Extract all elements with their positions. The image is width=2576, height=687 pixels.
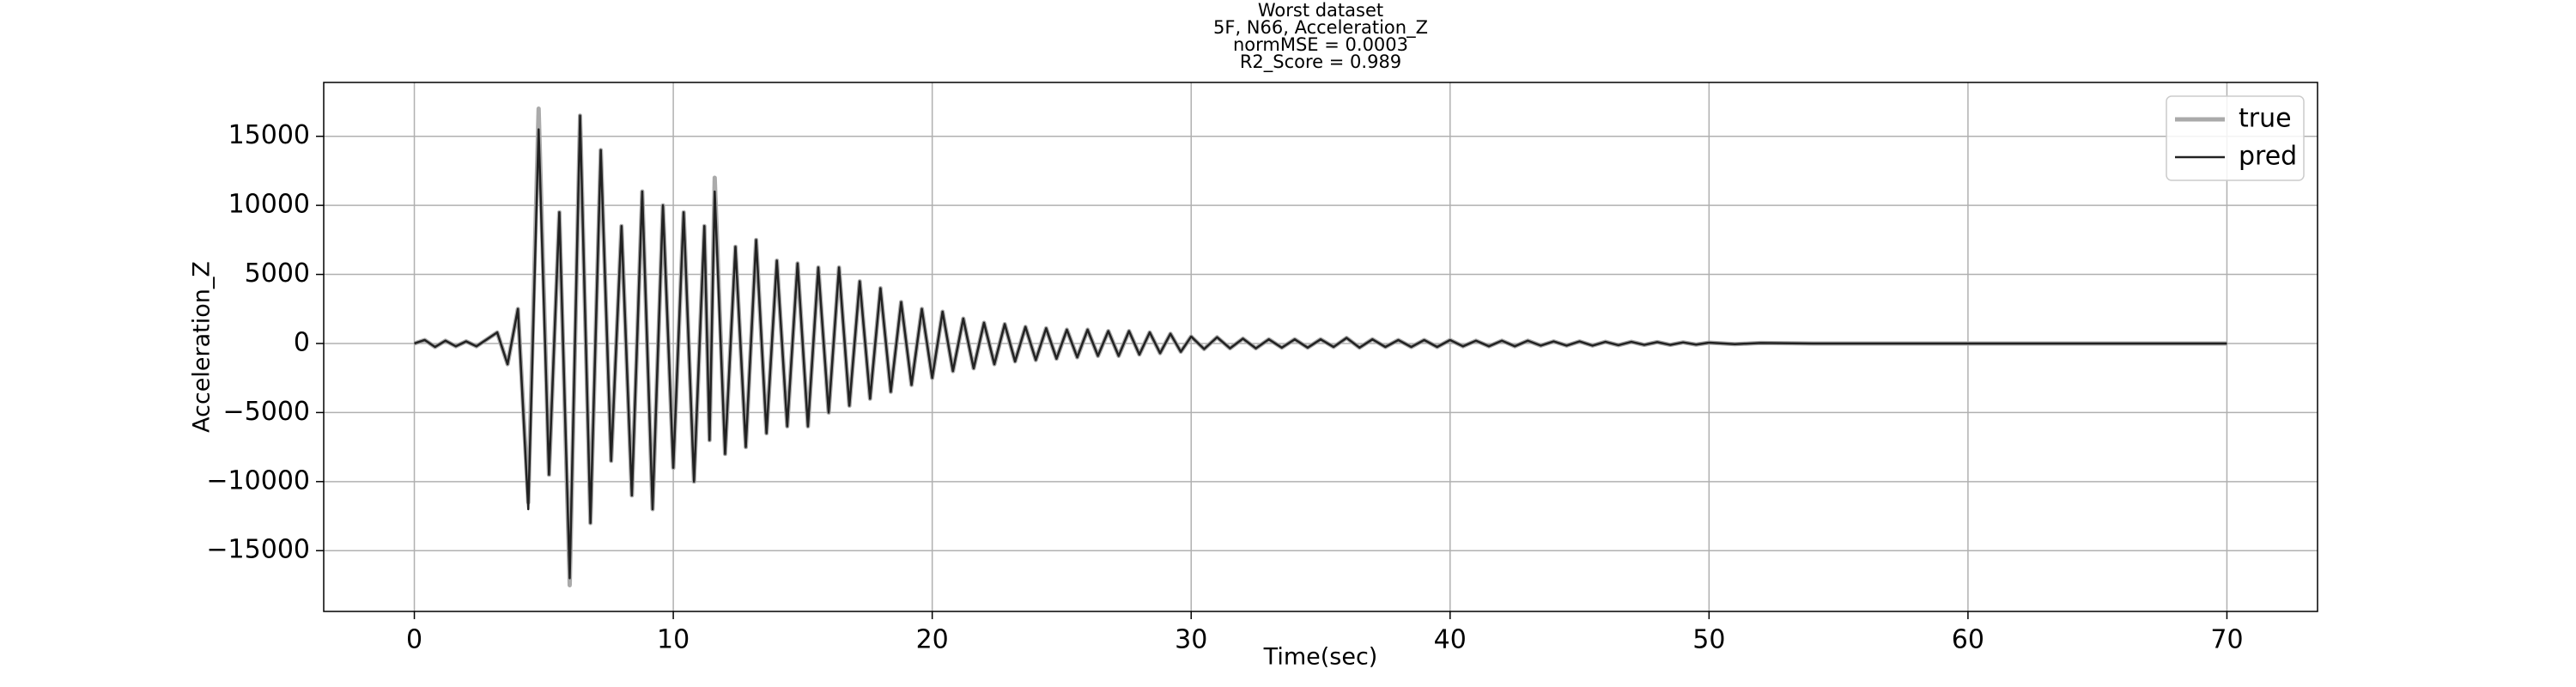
chart-title: normMSE = 0.0003 xyxy=(1233,34,1408,55)
x-tick-label: 10 xyxy=(657,625,690,655)
y-tick-label: 10000 xyxy=(228,190,310,220)
y-tick-label: −5000 xyxy=(223,397,310,427)
x-tick-label: 20 xyxy=(916,625,949,655)
y-tick-label: −10000 xyxy=(206,465,310,495)
x-tick-label: 0 xyxy=(406,625,422,655)
x-tick-label: 40 xyxy=(1434,625,1467,655)
x-tick-label: 60 xyxy=(1952,625,1984,655)
y-tick-label: −15000 xyxy=(206,535,310,565)
legend-label: pred xyxy=(2239,142,2297,172)
chart-title: Worst dataset xyxy=(1258,0,1383,21)
y-axis-label: Acceleration_Z xyxy=(189,261,216,433)
data-line xyxy=(413,106,2227,587)
plot-frame xyxy=(323,82,2318,612)
legend-label: true xyxy=(2239,104,2292,134)
y-tick-label: 5000 xyxy=(245,258,310,289)
y-tick-label: 15000 xyxy=(228,120,310,150)
x-axis-label: Time(sec) xyxy=(1263,644,1378,671)
x-tick-label: 30 xyxy=(1175,625,1207,655)
data-line xyxy=(414,114,2227,580)
chart-title: 5F, N66, Acceleration_Z xyxy=(1213,17,1428,39)
x-tick-label: 50 xyxy=(1692,625,1725,655)
y-tick-label: 0 xyxy=(294,327,310,357)
legend: true pred xyxy=(2166,95,2305,181)
chart-title: R2_Score = 0.989 xyxy=(1240,52,1401,73)
x-tick-label: 70 xyxy=(2210,625,2243,655)
